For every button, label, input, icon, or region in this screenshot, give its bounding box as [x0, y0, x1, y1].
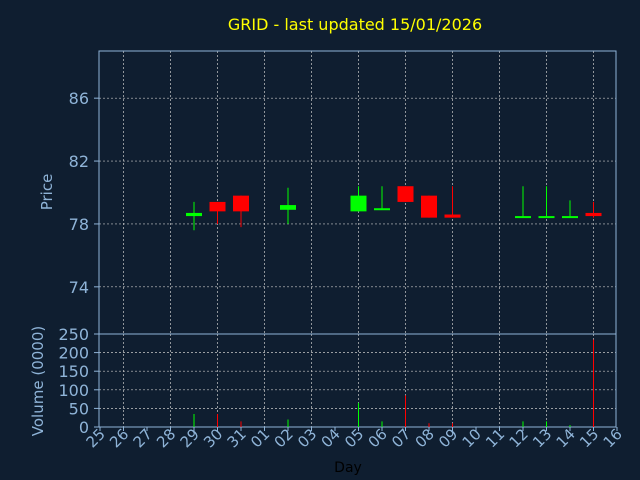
candle-body	[280, 205, 296, 210]
volume-tick-label: 100	[58, 381, 89, 400]
candle-body	[562, 216, 578, 219]
candle-body	[397, 186, 414, 202]
candle-body	[538, 216, 555, 219]
price-tick-label: 74	[69, 278, 89, 297]
x-tick-label: 15	[576, 425, 602, 451]
x-tick-label: 07	[388, 425, 414, 451]
x-axis-label: Day	[334, 460, 362, 476]
price-tick-label: 78	[69, 215, 89, 234]
x-tick-label: 26	[106, 425, 132, 451]
x-tick-label: 06	[365, 425, 391, 451]
x-tick-label: 04	[318, 425, 344, 451]
candle-body	[421, 195, 437, 218]
candle-body	[350, 195, 367, 212]
x-tick-label: 16	[600, 425, 626, 451]
volume-tick-label: 250	[58, 325, 89, 344]
candle-body	[209, 201, 226, 212]
volume-panel-frame	[98, 333, 617, 428]
candles	[186, 186, 602, 231]
x-tick-label: 05	[341, 425, 367, 451]
x-tick-label: 10	[459, 425, 485, 451]
x-tick-label: 31	[224, 425, 250, 451]
volume-tick-label: 0	[79, 418, 89, 437]
x-tick-label: 03	[294, 425, 320, 451]
x-tick-label: 09	[435, 425, 461, 451]
candle-body	[444, 214, 461, 218]
price-axis-label: Price	[38, 174, 56, 211]
x-tick-label: 14	[553, 425, 579, 451]
price-tick-label: 86	[69, 89, 89, 108]
price-grid	[99, 51, 616, 334]
volume-tick-label: 200	[58, 344, 89, 363]
x-tick-label: 02	[271, 425, 297, 451]
x-tick-label: 30	[200, 425, 226, 451]
volume-tick-label: 150	[58, 362, 89, 381]
candle-body	[585, 212, 602, 217]
candle-body	[374, 208, 390, 211]
price-y-ticks: 74 78 82 86	[69, 89, 99, 297]
x-tick-label: 12	[506, 425, 532, 451]
volume-axis-label: Volume (0000)	[29, 326, 47, 436]
candle-body	[233, 195, 249, 212]
x-tick-label: 28	[153, 425, 179, 451]
volume-bars	[193, 339, 594, 427]
x-tick-label: 01	[247, 425, 273, 451]
x-ticks: 2526272829303101020304050607080910111213…	[83, 425, 626, 451]
x-tick-label: 11	[482, 425, 508, 451]
volume-grid	[99, 334, 616, 427]
x-tick-label: 27	[130, 425, 156, 451]
candle-body	[515, 216, 531, 219]
price-tick-label: 82	[69, 152, 89, 171]
price-panel-frame	[98, 50, 617, 335]
chart-title: GRID - last updated 15/01/2026	[228, 15, 482, 34]
volume-tick-label: 50	[69, 399, 89, 418]
x-tick-label: 08	[412, 425, 438, 451]
x-tick-label: 13	[529, 425, 555, 451]
candle-body	[186, 212, 202, 217]
x-tick-label: 29	[177, 425, 203, 451]
